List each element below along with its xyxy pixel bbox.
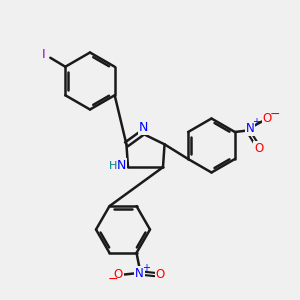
Text: N: N	[135, 267, 144, 280]
Text: O: O	[114, 268, 123, 281]
Text: I: I	[42, 48, 46, 61]
Text: N: N	[117, 159, 126, 172]
Text: −: −	[269, 107, 280, 121]
Text: H: H	[109, 161, 117, 171]
Text: O: O	[263, 112, 272, 125]
Text: −: −	[107, 273, 118, 286]
Text: O: O	[254, 142, 263, 155]
Text: O: O	[156, 268, 165, 281]
Text: +: +	[142, 263, 150, 274]
Text: N: N	[245, 122, 254, 136]
Text: +: +	[252, 117, 260, 127]
Text: N: N	[139, 121, 148, 134]
